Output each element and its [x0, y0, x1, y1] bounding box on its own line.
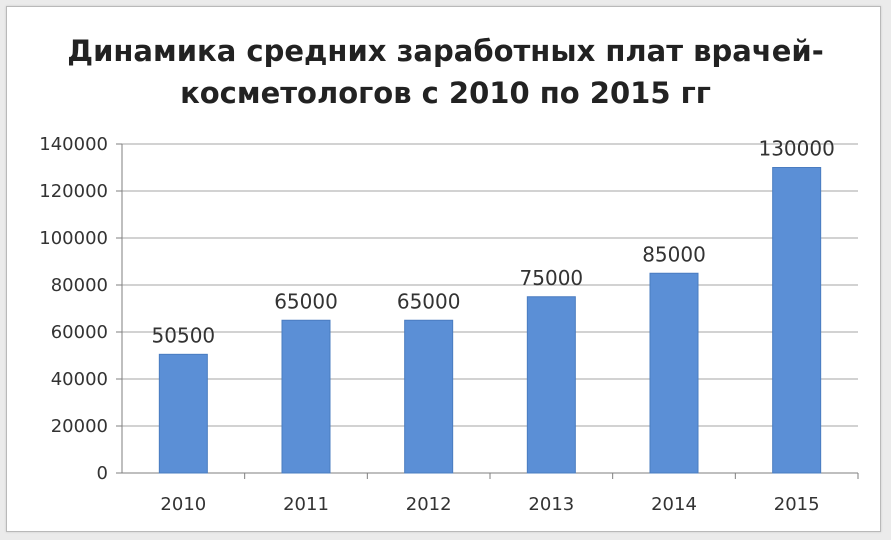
y-tick-label: 20000	[51, 416, 108, 437]
data-label: 50500	[152, 323, 216, 347]
x-tick-label: 2014	[651, 494, 697, 515]
data-label: 75000	[520, 266, 584, 290]
x-tick-label: 2013	[528, 494, 574, 515]
bar-2014	[649, 272, 699, 474]
x-tick-label: 2015	[774, 494, 820, 515]
bar-2015	[772, 167, 822, 474]
y-tick-label: 120000	[39, 181, 108, 202]
data-label: 65000	[274, 289, 338, 313]
x-tick-label: 2010	[160, 494, 206, 515]
data-label: 85000	[642, 242, 706, 266]
y-tick-label: 0	[97, 463, 108, 484]
bar-2012	[404, 319, 454, 474]
y-tick-label: 40000	[51, 369, 108, 390]
data-label: 65000	[397, 289, 461, 313]
chart-title-line-1: Динамика средних заработных плат врачей-	[67, 34, 824, 68]
y-tick-label: 100000	[39, 228, 108, 249]
chart-title: Динамика средних заработных плат врачей-…	[0, 30, 891, 114]
x-tick-label: 2011	[283, 494, 329, 515]
y-tick-label: 60000	[51, 322, 108, 343]
bar-2011	[281, 319, 331, 474]
chart-title-line-2: косметологов с 2010 по 2015 гг	[180, 76, 711, 110]
y-tick-label: 80000	[51, 275, 108, 296]
bar-2010	[158, 353, 208, 474]
y-tick-label: 140000	[39, 134, 108, 155]
x-tick-label: 2012	[406, 494, 452, 515]
data-label: 130000	[758, 137, 834, 161]
bar-2013	[526, 296, 576, 474]
